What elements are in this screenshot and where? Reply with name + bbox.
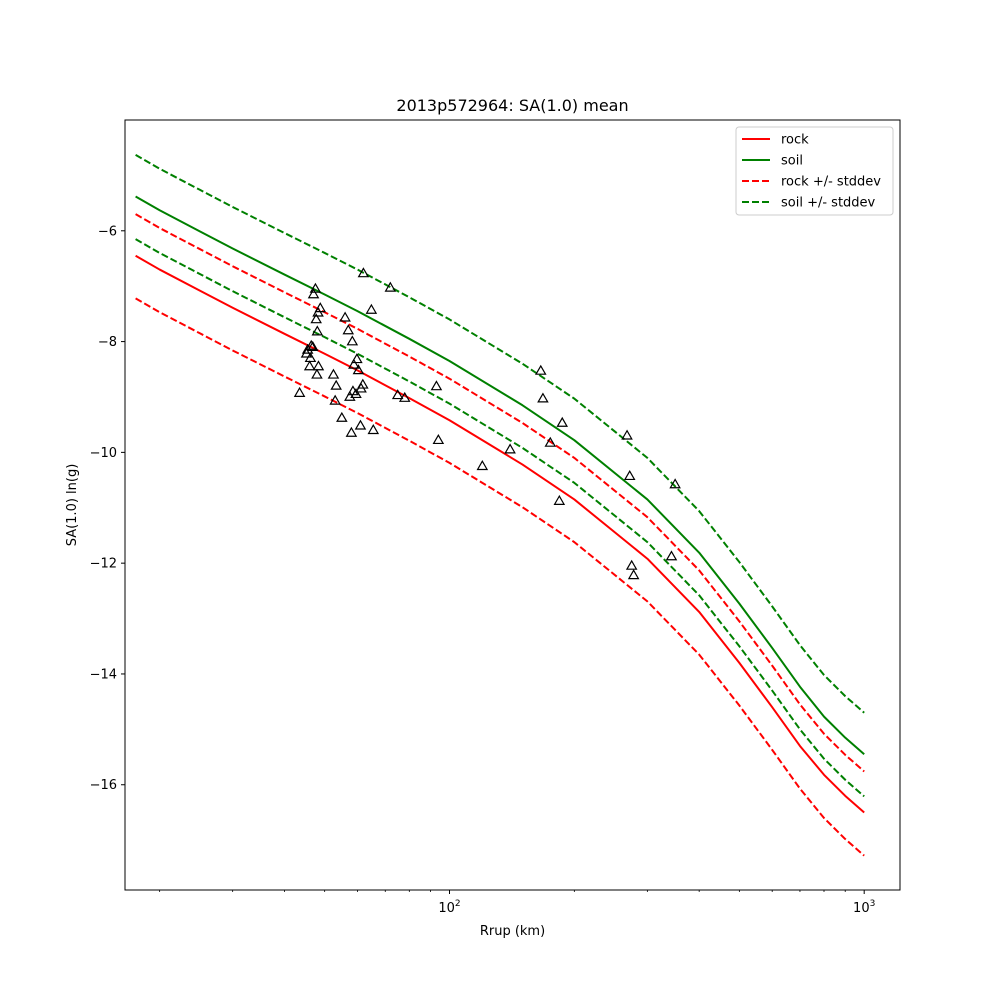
- data-point: [556, 416, 569, 427]
- y-tick-label: −10: [90, 446, 117, 461]
- data-point: [623, 469, 636, 481]
- data-point: [357, 267, 370, 278]
- data-point: [339, 311, 351, 322]
- data-point: [345, 426, 358, 437]
- data-point: [327, 368, 340, 379]
- x-axis: 102 103: [159, 890, 875, 916]
- y-axis-label: SA(1.0) ln(g): [65, 464, 80, 547]
- data-point: [367, 424, 380, 435]
- data-point: [305, 339, 317, 350]
- plot-area: [135, 154, 865, 857]
- chart-title: 2013p572964: SA(1.0) mean: [396, 96, 628, 115]
- data-point: [307, 288, 320, 299]
- data-point: [293, 386, 306, 397]
- data-point: [534, 364, 547, 375]
- legend-entry-label: rock +/- stddev: [781, 175, 881, 190]
- data-point: [621, 429, 633, 440]
- data-point: [336, 411, 348, 422]
- data-point: [352, 364, 365, 375]
- data-point: [544, 436, 557, 447]
- x-tick-label: 102: [438, 899, 460, 916]
- data-point: [311, 325, 324, 336]
- series-line-rock-stddev-3: [135, 297, 865, 857]
- y-tick-label: −14: [90, 667, 117, 682]
- data-point: [625, 559, 638, 570]
- data-point: [346, 335, 359, 346]
- y-tick-label: −12: [90, 557, 117, 572]
- data-point: [504, 443, 516, 454]
- data-point: [537, 392, 549, 403]
- y-axis: −16 −14 −12 −10 −8 −6: [90, 224, 125, 793]
- series-line-soil-stddev-5: [135, 238, 865, 798]
- y-tick-label: −16: [90, 778, 117, 793]
- legend: rock soil rock +/- stddev soil +/- stddev: [735, 126, 894, 216]
- y-tick-label: −6: [98, 224, 117, 239]
- data-point: [329, 394, 341, 405]
- series-line-rock-0: [135, 254, 865, 814]
- y-tick-label: −8: [98, 335, 117, 350]
- data-point: [476, 460, 489, 471]
- data-point: [312, 360, 325, 371]
- data-point: [351, 353, 363, 364]
- data-point: [311, 368, 323, 379]
- data-point: [432, 433, 445, 445]
- data-point: [357, 378, 369, 389]
- data-point: [384, 281, 397, 292]
- legend-entry-label: soil +/- stddev: [781, 196, 876, 211]
- data-point: [391, 389, 404, 400]
- data-point: [350, 388, 362, 399]
- data-point: [314, 302, 327, 313]
- data-point: [365, 303, 378, 314]
- data-point: [309, 282, 322, 293]
- data-point: [669, 478, 681, 489]
- series-line-rock-stddev-2: [135, 213, 865, 773]
- data-point: [553, 494, 566, 505]
- data-point: [354, 419, 367, 430]
- data-point: [306, 340, 319, 351]
- data-point: [665, 550, 678, 561]
- legend-entry-label: rock: [781, 133, 809, 148]
- legend-box: [735, 126, 894, 216]
- x-axis-label: Rrup (km): [480, 924, 545, 939]
- data-point: [330, 379, 342, 390]
- data-point: [430, 380, 443, 391]
- data-point: [398, 391, 411, 402]
- data-point: [310, 313, 322, 324]
- data-point: [303, 360, 316, 371]
- data-point: [342, 324, 355, 335]
- x-tick-label: 103: [853, 899, 875, 916]
- data-point: [304, 351, 317, 363]
- series-line-soil-stddev-4: [135, 154, 865, 714]
- legend-entry-label: soil: [781, 154, 803, 169]
- series-line-soil-1: [135, 195, 865, 756]
- plot-frame: [124, 119, 901, 891]
- data-point: [627, 569, 640, 580]
- data-point: [348, 358, 360, 369]
